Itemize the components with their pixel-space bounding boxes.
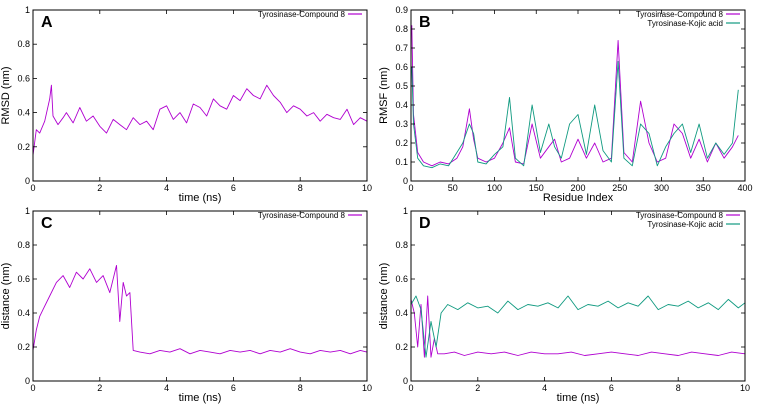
panel-label: D	[419, 215, 431, 232]
plot-frame	[410, 9, 746, 182]
x-axis-label: time (ns)	[179, 192, 222, 204]
x-axis-label: Residue Index	[543, 192, 614, 204]
y-axis-label: RMSF (nm)	[378, 67, 390, 124]
x-tick-label: 0	[408, 383, 413, 393]
y-tick-label: 0.2	[17, 142, 30, 152]
series-line-c-0	[32, 264, 368, 355]
plot-frame	[410, 210, 746, 382]
x-tick-label: 8	[676, 383, 681, 393]
x-tick-label: 10	[740, 383, 750, 393]
series-line-d-1	[410, 295, 746, 358]
y-tick-label: 0.8	[395, 24, 408, 34]
x-tick-label: 2	[475, 383, 480, 393]
y-tick-label: 1	[25, 206, 30, 216]
plot-frame	[32, 210, 368, 382]
series-line-a-0	[32, 84, 368, 156]
x-tick-label: 4	[164, 183, 169, 193]
y-axis-label: RMSD (nm)	[0, 66, 12, 124]
y-tick-label: 0.6	[17, 274, 30, 284]
panel-b: 0 50 100 150 200 250 300 350 400 0 0.1 0.2 0.3 0.4 0.5…	[378, 5, 753, 204]
y-tick-label: 0.8	[17, 39, 30, 49]
x-tick-label: 0	[30, 183, 35, 193]
y-tick-label: 0.6	[395, 274, 408, 284]
y-tick-label: 0.4	[17, 308, 30, 318]
x-tick-label: 6	[231, 383, 236, 393]
x-tick-label: 10	[362, 383, 372, 393]
x-tick-label: 400	[737, 183, 752, 193]
x-tick-label: 2	[97, 183, 102, 193]
y-tick-label: 0.4	[395, 100, 408, 110]
x-tick-label: 6	[609, 383, 614, 393]
x-tick-label: 50	[448, 183, 458, 193]
y-axis-label: distance (nm)	[378, 263, 390, 330]
series-line-d-0	[410, 295, 746, 358]
y-tick-label: 0.6	[17, 73, 30, 83]
y-tick-label: 0.8	[17, 240, 30, 250]
x-tick-label: 150	[529, 183, 544, 193]
y-axis-label: distance (nm)	[0, 263, 12, 330]
y-tick-label: 1	[403, 206, 408, 216]
x-tick-label: 8	[298, 183, 303, 193]
legend-label: Tyrosinase-Compound 8	[258, 10, 346, 19]
legend-label: Tyrosinase-Kojic acid	[647, 19, 723, 28]
panel-label: A	[41, 14, 53, 31]
x-tick-label: 100	[487, 183, 502, 193]
y-tick-label: 0.2	[395, 138, 408, 148]
x-tick-label: 0	[30, 383, 35, 393]
series-line-b-1	[411, 60, 739, 169]
panel-label: B	[419, 14, 431, 31]
legend-label: Tyrosinase-Kojic acid	[647, 220, 723, 229]
y-tick-label: 0.5	[395, 81, 408, 91]
x-tick-label: 200	[570, 183, 585, 193]
x-axis-label: time (ns)	[557, 392, 600, 404]
plot-frame	[32, 9, 368, 182]
y-tick-label: 0.3	[395, 119, 408, 129]
y-tick-label: 0.2	[17, 342, 30, 352]
panel-a: 0 2 4 6 8 10 0 0.2 0.4 0.6 0.8 1 time (ns) RMSD (nm) A…	[0, 5, 372, 204]
y-tick-label: 0	[403, 176, 408, 186]
legend-label: Tyrosinase-Compound 8	[258, 211, 346, 220]
y-tick-label: 0.4	[17, 108, 30, 118]
x-tick-label: 250	[612, 183, 627, 193]
x-tick-label: 350	[696, 183, 711, 193]
legend-label: Tyrosinase-Compound 8	[636, 10, 724, 19]
y-tick-label: 0	[403, 376, 408, 386]
y-tick-label: 0.7	[395, 43, 408, 53]
x-tick-label: 4	[164, 383, 169, 393]
x-tick-label: 6	[231, 183, 236, 193]
x-tick-label: 2	[97, 383, 102, 393]
x-tick-label: 8	[298, 383, 303, 393]
y-tick-label: 0.8	[395, 240, 408, 250]
y-tick-label: 0.4	[395, 308, 408, 318]
panel-label: C	[41, 215, 53, 232]
y-tick-label: 0.6	[395, 62, 408, 72]
y-tick-label: 0.2	[395, 342, 408, 352]
panel-c: 0 2 4 6 8 10 0 0.2 0.4 0.6 0.8 1 time (ns) distance (…	[0, 206, 372, 404]
y-tick-label: 0.9	[395, 5, 408, 15]
y-tick-label: 0	[25, 376, 30, 386]
panel-d: 0 2 4 6 8 10 0 0.2 0.4 0.6 0.8 1 time (ns) distance (…	[378, 206, 750, 404]
legend-label: Tyrosinase-Compound 8	[636, 211, 724, 220]
x-tick-label: 0	[408, 183, 413, 193]
y-tick-label: 0.1	[395, 157, 408, 167]
x-tick-label: 10	[362, 183, 372, 193]
x-axis-label: time (ns)	[179, 392, 222, 404]
x-tick-label: 300	[654, 183, 669, 193]
y-tick-label: 0	[25, 176, 30, 186]
series-line-b-0	[411, 25, 739, 167]
y-tick-label: 1	[25, 5, 30, 15]
x-tick-label: 4	[542, 383, 547, 393]
